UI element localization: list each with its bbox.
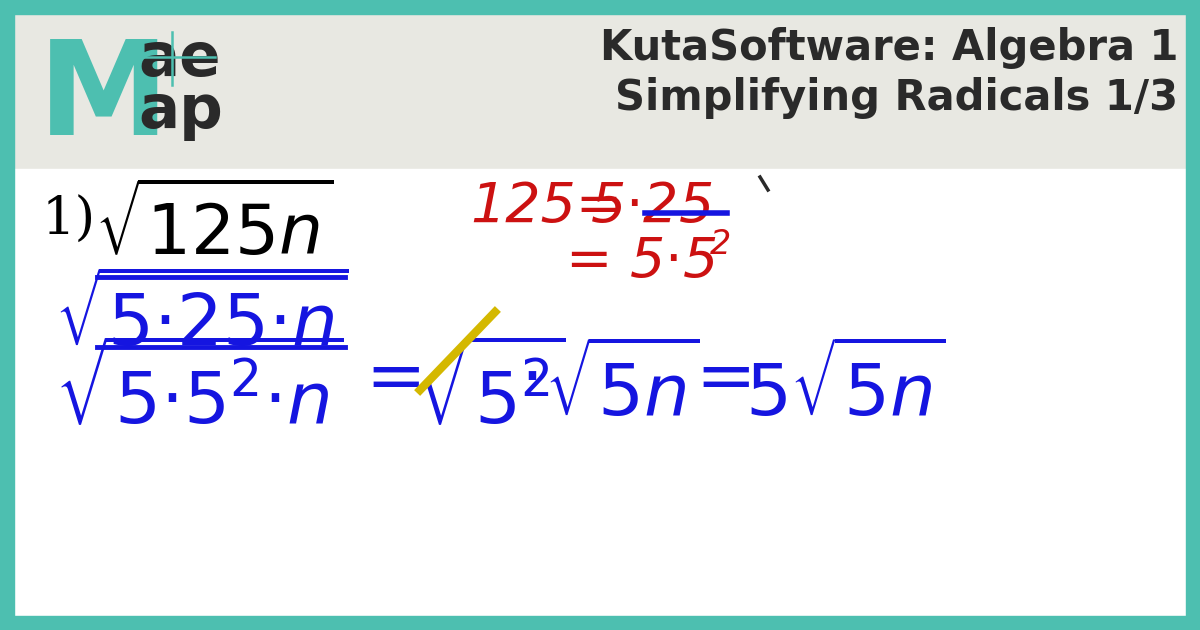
Bar [14, 169, 1186, 616]
Bar [1186, 0, 1200, 630]
Text: KutaSoftware: Algebra 1: KutaSoftware: Algebra 1 [600, 27, 1178, 69]
Bar [0, 0, 1200, 14]
Text: $\sqrt{5{\cdot}25{\cdot}n}$: $\sqrt{5{\cdot}25{\cdot}n}$ [55, 275, 348, 361]
Bar [0, 0, 14, 630]
Text: 125=: 125= [470, 180, 623, 233]
Text: 5$\cdot$25: 5$\cdot$25 [590, 180, 713, 233]
Text: =: = [695, 345, 756, 414]
Text: $\sqrt{5n}$: $\sqrt{5n}$ [545, 345, 700, 431]
Bar [14, 14, 1186, 169]
Text: $\sqrt{5^2}$: $\sqrt{5^2}$ [415, 345, 566, 440]
Text: Simplifying Radicals 1/3: Simplifying Radicals 1/3 [614, 77, 1178, 119]
Text: $\cdot$: $\cdot$ [520, 345, 538, 414]
Text: = 5$\cdot$5: = 5$\cdot$5 [565, 235, 716, 288]
Text: M: M [38, 35, 169, 162]
Text: ap: ap [138, 82, 223, 141]
Text: $\sqrt{125n}$: $\sqrt{125n}$ [95, 185, 334, 268]
Text: $\sqrt{5{\cdot}5^2{\cdot}n}$: $\sqrt{5{\cdot}5^2{\cdot}n}$ [55, 345, 343, 440]
Text: =: = [365, 345, 426, 414]
Text: $5\sqrt{5n}$: $5\sqrt{5n}$ [745, 345, 946, 431]
Text: 1): 1) [42, 195, 96, 246]
Text: 2: 2 [710, 228, 731, 261]
Bar [0, 616, 1200, 630]
Text: ae: ae [138, 30, 221, 89]
